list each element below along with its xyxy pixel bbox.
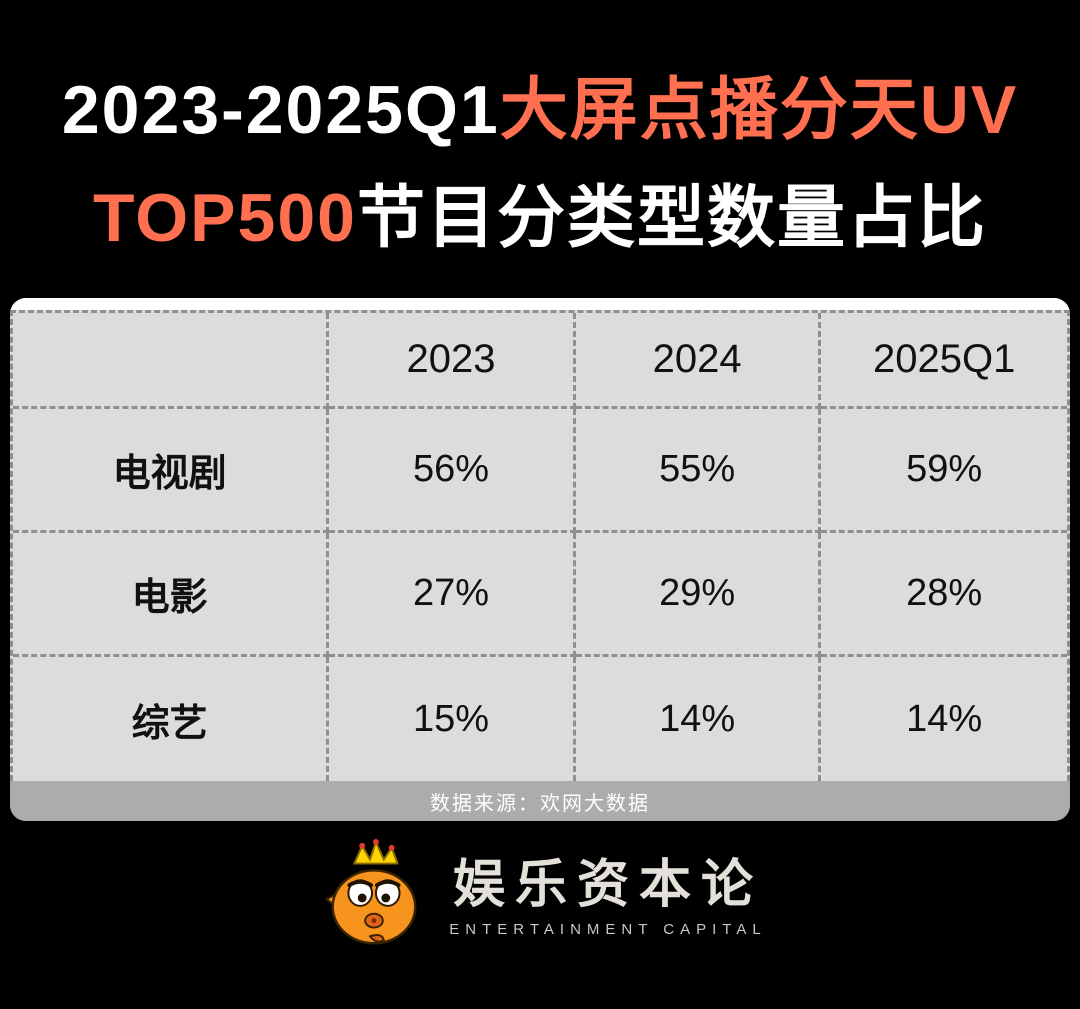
table-cell: 15% (329, 657, 576, 781)
title-part-accent-1: 大屏点播分天UV (499, 72, 1019, 148)
brand-footer: 娱乐资本论 ENTERTAINMENT CAPITAL (0, 827, 1080, 967)
table-cell: 14% (906, 697, 983, 740)
title-part-accent-2: TOP500 (92, 180, 357, 256)
row-category: 电视剧 (13, 409, 330, 533)
title-line-2: TOP500节目分类型数量占比 (0, 164, 1080, 272)
brand-text: 娱乐资本论 ENTERTAINMENT CAPITAL (449, 856, 766, 938)
row-category: 电影 (13, 533, 330, 657)
table-header-2023: 2023 (329, 313, 576, 409)
title-part-years: 2023-2025Q1 (61, 72, 500, 148)
data-table: 2023 2024 2025Q1 电视剧 56% 55% 59% 电影 27% … (10, 310, 1070, 781)
table-header-2024: 2024 (575, 313, 822, 409)
title-line-1: 2023-2025Q1大屏点播分天UV (0, 56, 1080, 164)
brand-name-cn: 娱乐资本论 (452, 853, 763, 915)
row-category: 综艺 (13, 657, 330, 781)
table-cell: 59% (821, 409, 1067, 533)
table-cell: 55% (575, 409, 822, 533)
table-cell: 28% (821, 533, 1067, 657)
table-cell: 27% (329, 533, 576, 657)
data-table-card: 2023 2024 2025Q1 电视剧 56% 55% 59% 电影 27% … (10, 298, 1070, 821)
table-header-empty (13, 313, 330, 409)
mascot-pufferfish-icon (325, 838, 417, 945)
table-cell: 14% (576, 657, 822, 781)
title-part-suffix: 节目分类型数量占比 (357, 180, 988, 256)
table-cell: 29% (575, 533, 822, 657)
page-title: 2023-2025Q1大屏点播分天UV TOP500节目分类型数量占比 (0, 0, 1080, 272)
table-cell: 56% (329, 409, 576, 533)
brand-name-en: ENTERTAINMENT CAPITAL (449, 921, 767, 939)
data-source-label: 数据来源：欢网大数据 (10, 781, 1070, 821)
table-top-strip (10, 298, 1070, 310)
table-header-2025q1: 2025Q1 (821, 313, 1067, 409)
